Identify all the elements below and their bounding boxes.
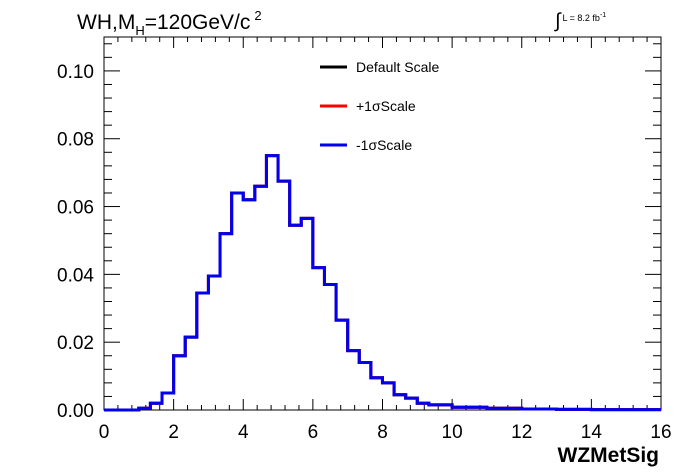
y-tick-label: 0.02	[57, 333, 94, 354]
axes	[103, 36, 662, 411]
chart-title: WH,MH=120GeV/c 2	[77, 8, 262, 38]
y-tick-label: 0.06	[57, 198, 94, 219]
x-tick-label: 14	[581, 422, 603, 443]
x-tick-label: 6	[308, 422, 319, 443]
luminosity-text: L = 8.2 fb	[562, 13, 600, 23]
histogram-series-0	[104, 154, 661, 412]
legend-label: Default Scale	[356, 59, 439, 75]
x-tick-label: 2	[168, 422, 179, 443]
title-main: WH,M	[77, 11, 136, 34]
x-tick-label: 10	[442, 422, 463, 443]
y-tick-label: 0.10	[57, 62, 94, 83]
title-rest: =120GeV/c	[144, 11, 251, 34]
x-tick-label: 16	[650, 422, 671, 443]
legend-label: +1σScale	[356, 98, 416, 114]
plot-frame	[103, 36, 662, 411]
axis-labels: 0 2 4 6 8 10 12 14 16 0.00 0.02 0.04 0.06 0.08 0.10 WZM…	[57, 62, 672, 467]
legend-label: -1σScale	[356, 137, 412, 153]
integral-symbol: ∫	[555, 10, 561, 32]
legend: Default Scale +1σScale -1σScale	[320, 59, 439, 153]
y-tick-label: 0.08	[57, 130, 94, 151]
series-group	[104, 154, 661, 412]
title-subscript: H	[135, 23, 145, 38]
x-tick-label: 12	[511, 422, 532, 443]
title-superscript: 2	[254, 8, 262, 23]
x-tick-label: 4	[238, 422, 249, 443]
luminosity-label: ∫ L = 8.2 fb-1	[555, 10, 606, 33]
x-tick-label: 8	[377, 422, 388, 443]
y-tick-label: 0.00	[57, 401, 94, 422]
y-tick-label: 0.04	[57, 265, 94, 286]
x-tick-label: 0	[99, 422, 110, 443]
x-axis-label: WZMetSig	[558, 444, 659, 467]
histogram-series-1	[104, 154, 661, 412]
histogram-series-2	[104, 154, 661, 412]
luminosity-unit-exponent: -1	[599, 12, 607, 19]
